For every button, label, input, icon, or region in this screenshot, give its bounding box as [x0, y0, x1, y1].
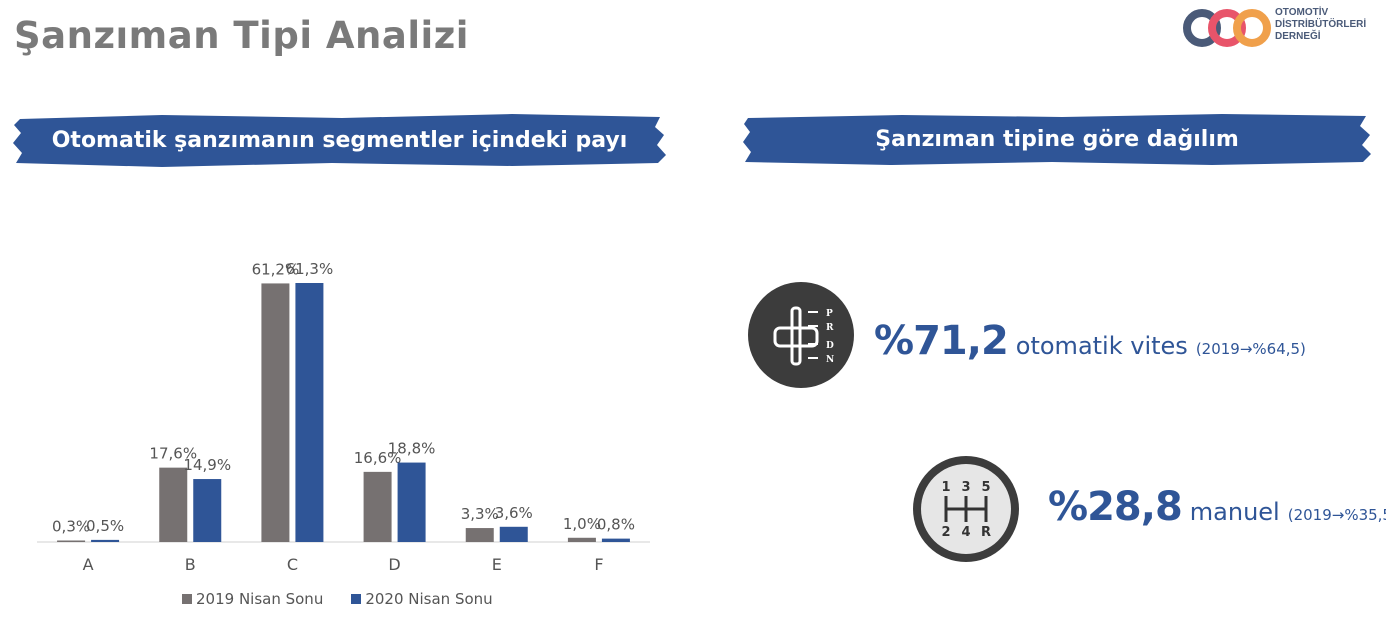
gear-number: 2 [941, 525, 950, 540]
data-label: 14,9% [183, 456, 231, 474]
bar-2020-C [295, 283, 324, 542]
logo-text: OTOMOTİV DİSTRİBÜTÖRLERİ DERNEĞİ [1275, 7, 1366, 43]
automatic-stat: %71,2 otomatik vites (2019→%64,5) [874, 318, 1306, 364]
data-label: 61,3% [286, 260, 334, 278]
category-label: C [287, 555, 298, 574]
bar-2019-E [465, 528, 494, 542]
data-label: 0,5% [86, 517, 124, 535]
category-label: D [388, 555, 400, 574]
odd-logo [1182, 6, 1382, 50]
data-label: 61,2% [252, 260, 300, 278]
data-label: 17,6% [149, 445, 197, 463]
brush-stroke-shape [743, 114, 1371, 165]
gear-shifter-icon: P R D N [773, 306, 834, 366]
category-label: A [83, 555, 94, 574]
gear-number: 1 [941, 480, 950, 495]
legend-swatch-2019 [182, 594, 192, 604]
automatic-share-value: %71,2 [874, 318, 1009, 364]
automatic-share-label: otomatik vites [1015, 332, 1188, 360]
manual-gear-icon: 1 3 5 2 4 R [913, 456, 1019, 562]
bar-2019-B [159, 467, 188, 542]
left-banner-text: Otomatik şanzımanın segmentler içindeki … [51, 127, 628, 153]
legend-label-2020: 2020 Nisan Sonu [365, 590, 493, 608]
logo-line: DİSTRİBÜTÖRLERİ [1275, 19, 1367, 30]
bar-2019-D [363, 471, 392, 542]
data-label: 3,3% [461, 505, 499, 523]
automatic-previous-note: (2019→%64,5) [1195, 340, 1306, 358]
data-label: 0,3% [52, 518, 90, 536]
gear-number: R [981, 525, 991, 540]
manual-stat: %28,8 manuel (2019→%35,5) [1048, 484, 1386, 530]
automatic-gear-icon: P R D N [748, 282, 854, 388]
category-label: B [185, 555, 196, 574]
bar-2019-A [57, 540, 86, 542]
logo-rings-icon [1183, 9, 1271, 47]
legend-swatch-2020 [351, 594, 362, 604]
data-label: 16,6% [354, 449, 402, 467]
gear-letter: D [826, 341, 834, 351]
gear-letter: P [826, 309, 833, 319]
legend-item-2019: 2019 Nisan Sonu [182, 590, 323, 608]
bar-2020-E [499, 526, 528, 542]
bar-2020-A [91, 539, 120, 542]
legend-item-2020: 2020 Nisan Sonu [351, 590, 493, 608]
left-section-banner: Otomatik şanzımanın segmentler içindeki … [12, 113, 667, 167]
data-label: 3,6% [495, 504, 533, 522]
right-section-banner: Şanzıman tipine göre dağılım [742, 113, 1372, 165]
category-label: E [492, 555, 502, 574]
data-label: 0,8% [597, 516, 635, 534]
page-title: Şanzıman Tipi Analizi [14, 14, 469, 57]
bar-2020-B [193, 479, 222, 542]
brush-stroke-shape [13, 114, 666, 167]
gear-number: 3 [961, 480, 970, 495]
gear-letter: N [826, 355, 834, 365]
segment-bar-chart: 0,3%0,5% A 17,6%14,9% B 61,2%61,3% C 16,6%18,8… [37, 260, 650, 574]
legend-label-2019: 2019 Nisan Sonu [196, 590, 324, 608]
logo-line: DERNEĞİ [1275, 31, 1321, 42]
data-label: 1,0% [563, 515, 601, 533]
gear-number: 5 [981, 480, 990, 495]
manual-share-value: %28,8 [1048, 484, 1183, 530]
manual-previous-note: (2019→%35,5) [1287, 506, 1386, 524]
right-banner-text: Şanzıman tipine göre dağılım [875, 126, 1239, 152]
gear-letter: R [826, 323, 834, 333]
gear-number: 4 [961, 525, 970, 540]
chart-legend: 2019 Nisan Sonu 2020 Nisan Sonu [182, 590, 493, 608]
logo-line: OTOMOTİV [1275, 7, 1329, 18]
bar-2019-C [261, 283, 290, 542]
bar-2020-F [601, 538, 630, 542]
category-label: F [594, 555, 603, 574]
bar-2020-D [397, 462, 426, 542]
manual-shift-pattern-icon: 1 3 5 2 4 R [921, 464, 1011, 554]
manual-share-label: manuel [1189, 498, 1280, 526]
bar-2019-F [567, 537, 596, 542]
data-label: 18,8% [388, 440, 436, 458]
